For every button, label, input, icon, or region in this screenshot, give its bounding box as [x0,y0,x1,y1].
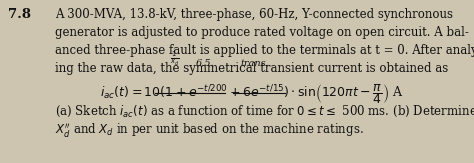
Text: trans.: trans. [241,59,269,68]
Text: $i_{ac}(t) = 10(1 + e^{-t/200} + 6e^{-t/15}) \cdot \sin\!\left(120\pi t - \dfrac: $i_{ac}(t) = 10(1 + e^{-t/200} + 6e^{-t/… [100,82,403,106]
Text: anced three-phase fault is applied to the terminals at t = 0. After analyz-: anced three-phase fault is applied to th… [55,44,474,57]
Text: A 300-MVA, 13.8-kV, three-phase, 60-Hz, Y-connected synchronous: A 300-MVA, 13.8-kV, three-phase, 60-Hz, … [55,8,453,21]
Text: 6.5.: 6.5. [196,59,214,68]
Text: generator is adjusted to produce rated voltage on open circuit. A bal-: generator is adjusted to produce rated v… [55,26,469,39]
Text: 7.8: 7.8 [8,8,31,21]
Text: $\frac{1}{x_d}$: $\frac{1}{x_d}$ [170,50,180,68]
Text: (a) Sketch $i_{ac}(t)$ as a function of time for $0 \leq t \leq$ 500 ms. (b) Det: (a) Sketch $i_{ac}(t)$ as a function of … [55,104,474,119]
Text: ing the raw data, the symmetrical transient current is obtained as: ing the raw data, the symmetrical transi… [55,62,448,75]
Text: $X_d''$ and $X_d$ in per unit based on the machine ratings.: $X_d''$ and $X_d$ in per unit based on t… [55,122,364,140]
